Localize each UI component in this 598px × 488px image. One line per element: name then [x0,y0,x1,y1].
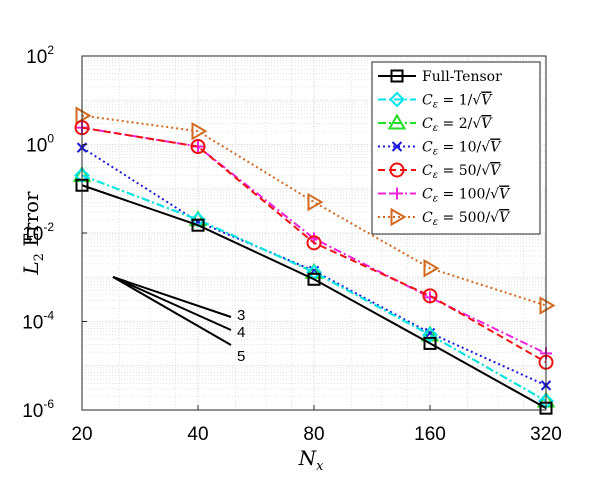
legend-marker [390,207,407,227]
data-point [191,218,205,232]
slope-line-5 [112,276,232,346]
y-tick-label: 100 [26,132,54,157]
legend-entry-2: Cε = 2/√V [378,113,493,134]
legend-entry-0: Full-Tensor [378,69,502,85]
legend: Full-Tensor Cε = 1/√V Cε = 2/√V Cε = 10/√V C… [371,61,541,235]
data-point [423,258,440,278]
series-line [81,174,547,402]
data-point [307,272,321,286]
legend-entry-1: Cε = 1/√V [378,91,493,111]
slope-triangle: 3 4 5 [112,276,245,365]
data-point [539,296,556,315]
y-tick-label: 102 [26,43,54,68]
y-axis-label: L2 Error [19,191,47,276]
series-6 [75,106,556,315]
legend-label: Cε = 500/√V [422,210,511,228]
legend-marker [390,69,404,83]
y-tick-label: 10-4 [22,309,54,334]
legend-marker [387,113,407,130]
x-tick-label: 320 [530,424,562,445]
series-line [81,184,547,410]
series-layer [72,106,556,415]
series-4 [74,120,554,370]
legend-marker [391,187,403,200]
data-point [307,192,324,212]
x-tick-label: 20 [71,424,92,445]
data-point [75,106,92,125]
data-point [423,336,437,350]
data-point [422,288,438,304]
series-line [81,146,547,387]
slope-label-3: 3 [237,307,245,324]
legend-label: Cε = 100/√V [422,187,511,205]
slope-line-4 [112,276,232,331]
slope-label-5: 5 [237,348,245,365]
data-point [306,235,322,251]
legend-entry-3: Cε = 10/√V [378,140,502,158]
legend-marker [389,162,405,178]
series-line [81,126,547,364]
x-tick-label: 40 [187,424,208,445]
data-point [191,121,208,141]
x-axis-label: Nx [298,446,325,474]
legend-label: Cε = 50/√V [422,163,502,181]
legend-label: Full-Tensor [422,69,502,85]
slope-line-3 [112,276,232,318]
data-point [190,139,206,155]
legend-entry-5: Cε = 100/√V [378,187,511,205]
slope-label-4: 4 [237,324,245,341]
legend-label: Cε = 10/√V [422,140,502,158]
series-line [81,126,547,355]
legend-label: Cε = 2/√V [422,116,493,134]
axis-ticks: 20 40 80 160 320 10-6 10-4 10-2 100 102 [22,43,562,445]
x-tick-label: 160 [414,424,446,445]
legend-entry-4: Cε = 50/√V [378,162,502,181]
legend-box [371,61,541,235]
y-tick-label: 10-2 [22,220,54,245]
data-point [422,326,438,343]
y-tick-label: 10-6 [22,397,54,422]
series-0 [75,178,553,415]
legend-entry-6: Cε = 500/√V [378,207,511,228]
x-tick-label: 80 [303,424,324,445]
legend-marker [389,91,405,108]
legend-label: Cε = 1/√V [422,93,493,111]
legend-marker [391,141,403,152]
